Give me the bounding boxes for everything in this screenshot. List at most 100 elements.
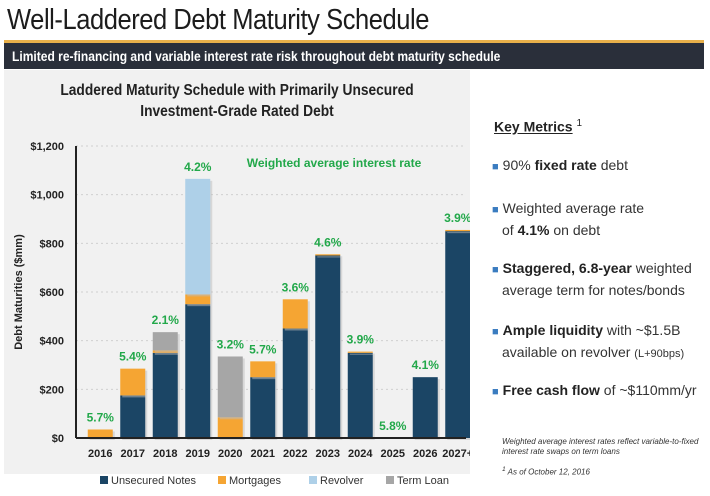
- rate-label: 4.2%: [184, 160, 212, 174]
- rate-label: 4.6%: [314, 235, 342, 249]
- bar-segment-unsecured-notes: [120, 395, 146, 438]
- x-tick-label: 2017: [121, 448, 145, 460]
- legend-swatch: [100, 476, 108, 484]
- subtitle-text: Limited re-financing and variable intere…: [12, 48, 501, 64]
- legend-label: Unsecured Notes: [111, 475, 196, 487]
- y-axis-label: Debt Maturities ($mm): [13, 234, 25, 350]
- metric-bold: Staggered, 6.8-year: [502, 260, 632, 276]
- bar-segment-term-loan: [152, 332, 178, 351]
- chart-title: Laddered Maturity Schedule with Primaril…: [37, 80, 438, 122]
- bar-segment-unsecured-notes: [412, 377, 438, 438]
- metric-text: Weighted average rate: [502, 200, 645, 216]
- metric-small-text: (L+90bps): [634, 348, 685, 360]
- rate-label: 2.1%: [152, 313, 180, 327]
- subtitle-banner: Limited re-financing and variable intere…: [4, 43, 704, 69]
- metric-text: available on revolver: [502, 344, 631, 360]
- bar-segment-unsecured-notes: [315, 255, 341, 438]
- debt-maturity-chart: $0 $200 $400 $600 $800 $1,000 $1,200 Debt Matur…: [13, 141, 470, 487]
- bar-segment-unsecured-notes: [445, 231, 470, 438]
- footnote-date-text: As of October 12, 2016: [507, 467, 590, 477]
- metric-text: on debt: [549, 222, 601, 238]
- bullet-icon: ■: [492, 386, 499, 398]
- bar-segment-mortgages: [217, 417, 243, 438]
- chart-title-line2: Investment-Grade Rated Debt: [140, 103, 334, 120]
- metric-text: 90%: [502, 157, 535, 173]
- metric-bold: Ample liquidity: [502, 322, 603, 338]
- footnote-marker: 1: [502, 466, 506, 473]
- bar-segment-unsecured-notes: [347, 352, 373, 438]
- bullet-icon: ■: [492, 161, 499, 173]
- y-tick-label: $400: [40, 336, 64, 348]
- bar-shadow: [154, 352, 180, 355]
- bar-segment-mortgages: [120, 368, 146, 396]
- metric-text: with ~$1.5B: [603, 322, 681, 338]
- legend-swatch: [386, 476, 394, 484]
- bar-segment-mortgages: [445, 229, 470, 232]
- bar-segment-unsecured-notes: [185, 304, 211, 438]
- bar-segment-unsecured-notes: [282, 328, 308, 438]
- chart-panel: Laddered Maturity Schedule with Primaril…: [4, 70, 470, 487]
- bar-segment-mortgages: [282, 299, 308, 329]
- x-tick-label: 2022: [283, 448, 307, 460]
- x-tick-label: 2025: [381, 448, 405, 460]
- key-metrics-panel: Key Metrics 1 ■ 90% fixed rate debt ■ Weig…: [482, 75, 708, 490]
- rate-label: 3.9%: [444, 211, 470, 225]
- footnote-swaps: Weighted average interest rates reflect …: [502, 437, 699, 456]
- metric-text: of ~$110mm/yr: [599, 382, 697, 398]
- bar-segment-mortgages: [185, 294, 211, 305]
- title-divider: [4, 40, 704, 43]
- y-tick-label: $1,200: [30, 141, 64, 153]
- bullet-icon: ■: [492, 204, 499, 216]
- x-tick-label: 2021: [251, 448, 275, 460]
- bar-shadow: [447, 231, 470, 234]
- footnote-date: 1 As of October 12, 2016: [502, 465, 590, 478]
- metric-weighted-rate: ■ Weighted average rate of 4.1% on debt: [492, 198, 644, 240]
- metric-cash-flow: ■ Free cash flow of ~$110mm/yr: [492, 380, 697, 402]
- y-tick-label: $800: [40, 238, 64, 250]
- rate-label: 5.4%: [119, 350, 147, 364]
- metric-term: ■ Staggered, 6.8-year weighted average te…: [492, 258, 692, 300]
- bar-segment-mortgages: [250, 361, 276, 378]
- bar-segment-revolver: [185, 178, 211, 295]
- bar-shadow: [349, 353, 375, 355]
- rate-label: 3.2%: [217, 337, 245, 351]
- x-tick-label: 2024: [348, 448, 373, 460]
- metric-fixed-rate: ■ 90% fixed rate debt: [492, 155, 628, 177]
- legend-swatch: [218, 476, 226, 484]
- bar-segment-mortgages: [315, 254, 341, 256]
- metric-text: average term for notes/bonds: [502, 282, 685, 298]
- y-tick-label: $600: [40, 287, 64, 299]
- legend-label: Mortgages: [229, 475, 281, 487]
- key-metrics-heading: Key Metrics 1: [494, 118, 582, 135]
- y-tick-label: $1,000: [30, 190, 64, 202]
- metric-liquidity: ■ Ample liquidity with ~$1.5B available o…: [492, 320, 684, 364]
- x-tick-label: 2023: [316, 448, 340, 460]
- x-tick-label: 2018: [153, 448, 177, 460]
- rate-label: 5.8%: [379, 419, 407, 433]
- page-title: Well-Laddered Debt Maturity Schedule: [7, 4, 430, 36]
- bar-segment-mortgages: [87, 429, 113, 438]
- metric-text: weighted: [631, 260, 692, 276]
- bar-segment-unsecured-notes: [152, 352, 178, 438]
- y-tick-label: $200: [40, 384, 64, 396]
- bullet-icon: ■: [492, 326, 499, 338]
- bar-shadow: [317, 256, 343, 258]
- key-metrics-title: Key Metrics: [494, 118, 573, 135]
- legend-label: Term Loan: [397, 475, 449, 487]
- key-metrics-footnote-marker: 1: [576, 118, 583, 129]
- y-tick-label: $0: [52, 433, 64, 445]
- metric-bold: Free cash flow: [502, 382, 600, 398]
- bar-segment-unsecured-notes: [250, 377, 276, 438]
- metric-bold: 4.1%: [517, 222, 550, 238]
- legend-label: Revolver: [320, 475, 364, 487]
- metric-bold: fixed rate: [534, 157, 597, 173]
- x-tick-label: 2020: [218, 448, 242, 460]
- x-tick-label: 2026: [413, 448, 437, 460]
- rate-label: 3.6%: [282, 280, 310, 294]
- rate-label: 5.7%: [87, 410, 115, 424]
- bar-segment-mortgages: [347, 351, 373, 353]
- bullet-icon: ■: [492, 264, 499, 276]
- metric-text: of: [502, 222, 518, 238]
- metric-text: debt: [596, 157, 628, 173]
- rate-label: 3.9%: [347, 333, 375, 347]
